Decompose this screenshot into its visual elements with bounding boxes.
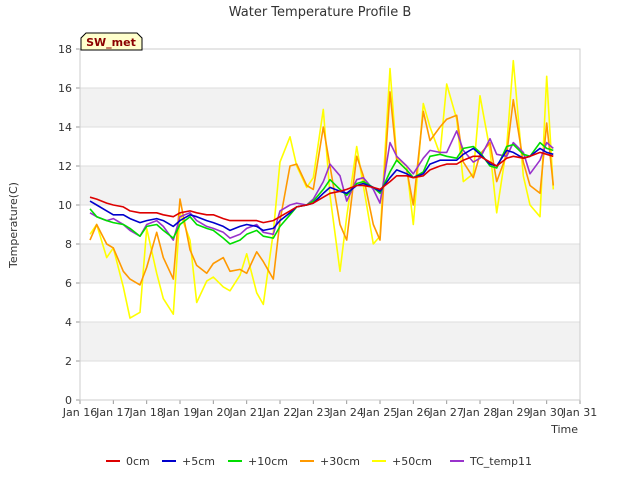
x-tick-label: Jan 22 [262, 406, 297, 419]
plot-frame [79, 48, 581, 401]
series-line-tctemp11 [89, 130, 554, 241]
series-line-50cm [89, 59, 555, 319]
y-tick-label: 18 [58, 43, 72, 56]
legend-label: +30cm [320, 455, 360, 468]
legend-item: TC_temp11 [450, 455, 532, 468]
sw-met-badge: SW_met [80, 32, 143, 51]
x-tick-label: Jan 19 [162, 406, 197, 419]
x-tick-label: Jan 28 [462, 406, 497, 419]
y-tick-label: 8 [65, 238, 72, 251]
y-tick-label: 10 [58, 199, 72, 212]
y-axis-ticks: 0 2 4 6 8 10 12 14 16 18 [58, 43, 80, 407]
legend-label: 0cm [126, 455, 150, 468]
background-band [80, 322, 580, 361]
background-band [80, 244, 580, 283]
x-tick-label: Jan 27 [428, 406, 463, 419]
legend-item: +10cm [228, 455, 288, 468]
y-tick-label: 4 [65, 316, 72, 329]
background-bands [80, 88, 580, 361]
legend-item: +5cm [162, 455, 215, 468]
y-tick-label: 2 [65, 355, 72, 368]
x-tick-label: Jan 23 [295, 406, 330, 419]
legend-label: TC_temp11 [469, 455, 532, 468]
badge-label: SW_met [86, 36, 136, 49]
x-tick-label: Jan 30 [528, 406, 563, 419]
series-line-5cm [89, 147, 554, 232]
series-line-0cm [89, 151, 554, 224]
legend-item: 0cm [106, 455, 150, 468]
y-tick-label: 12 [58, 160, 72, 173]
series-line-30cm [89, 91, 555, 286]
chart-title: Water Temperature Profile B [229, 5, 412, 20]
x-tick-label: Jan 26 [395, 406, 430, 419]
series-lines [89, 59, 555, 319]
y-tick-label: 14 [58, 121, 72, 134]
x-tick-label: Jan 31 [562, 406, 597, 419]
y-tick-label: 6 [65, 277, 72, 290]
x-tick-label: Jan 16 [62, 406, 97, 419]
x-tick-label: Jan 29 [495, 406, 530, 419]
y-tick-label: 16 [58, 82, 72, 95]
legend-label: +50cm [392, 455, 432, 468]
x-tick-label: Jan 20 [195, 406, 230, 419]
x-tick-label: Jan 24 [328, 406, 363, 419]
background-band [80, 88, 580, 127]
x-tick-label: Jan 25 [362, 406, 397, 419]
legend-item: +50cm [372, 455, 432, 468]
legend-label: +5cm [182, 455, 215, 468]
x-tick-label: Jan 18 [128, 406, 163, 419]
x-tick-label: Jan 17 [95, 406, 130, 419]
legend: 0cm +5cm +10cm +30cm +50cm TC_temp11 [106, 455, 532, 468]
legend-label: +10cm [248, 455, 288, 468]
y-tick-label: 0 [65, 394, 72, 407]
x-axis-label: Time [550, 423, 578, 436]
series-line-10cm [89, 141, 554, 245]
x-tick-label: Jan 21 [228, 406, 263, 419]
y-axis-label: Temperature(C) [7, 182, 20, 269]
legend-item: +30cm [300, 455, 360, 468]
